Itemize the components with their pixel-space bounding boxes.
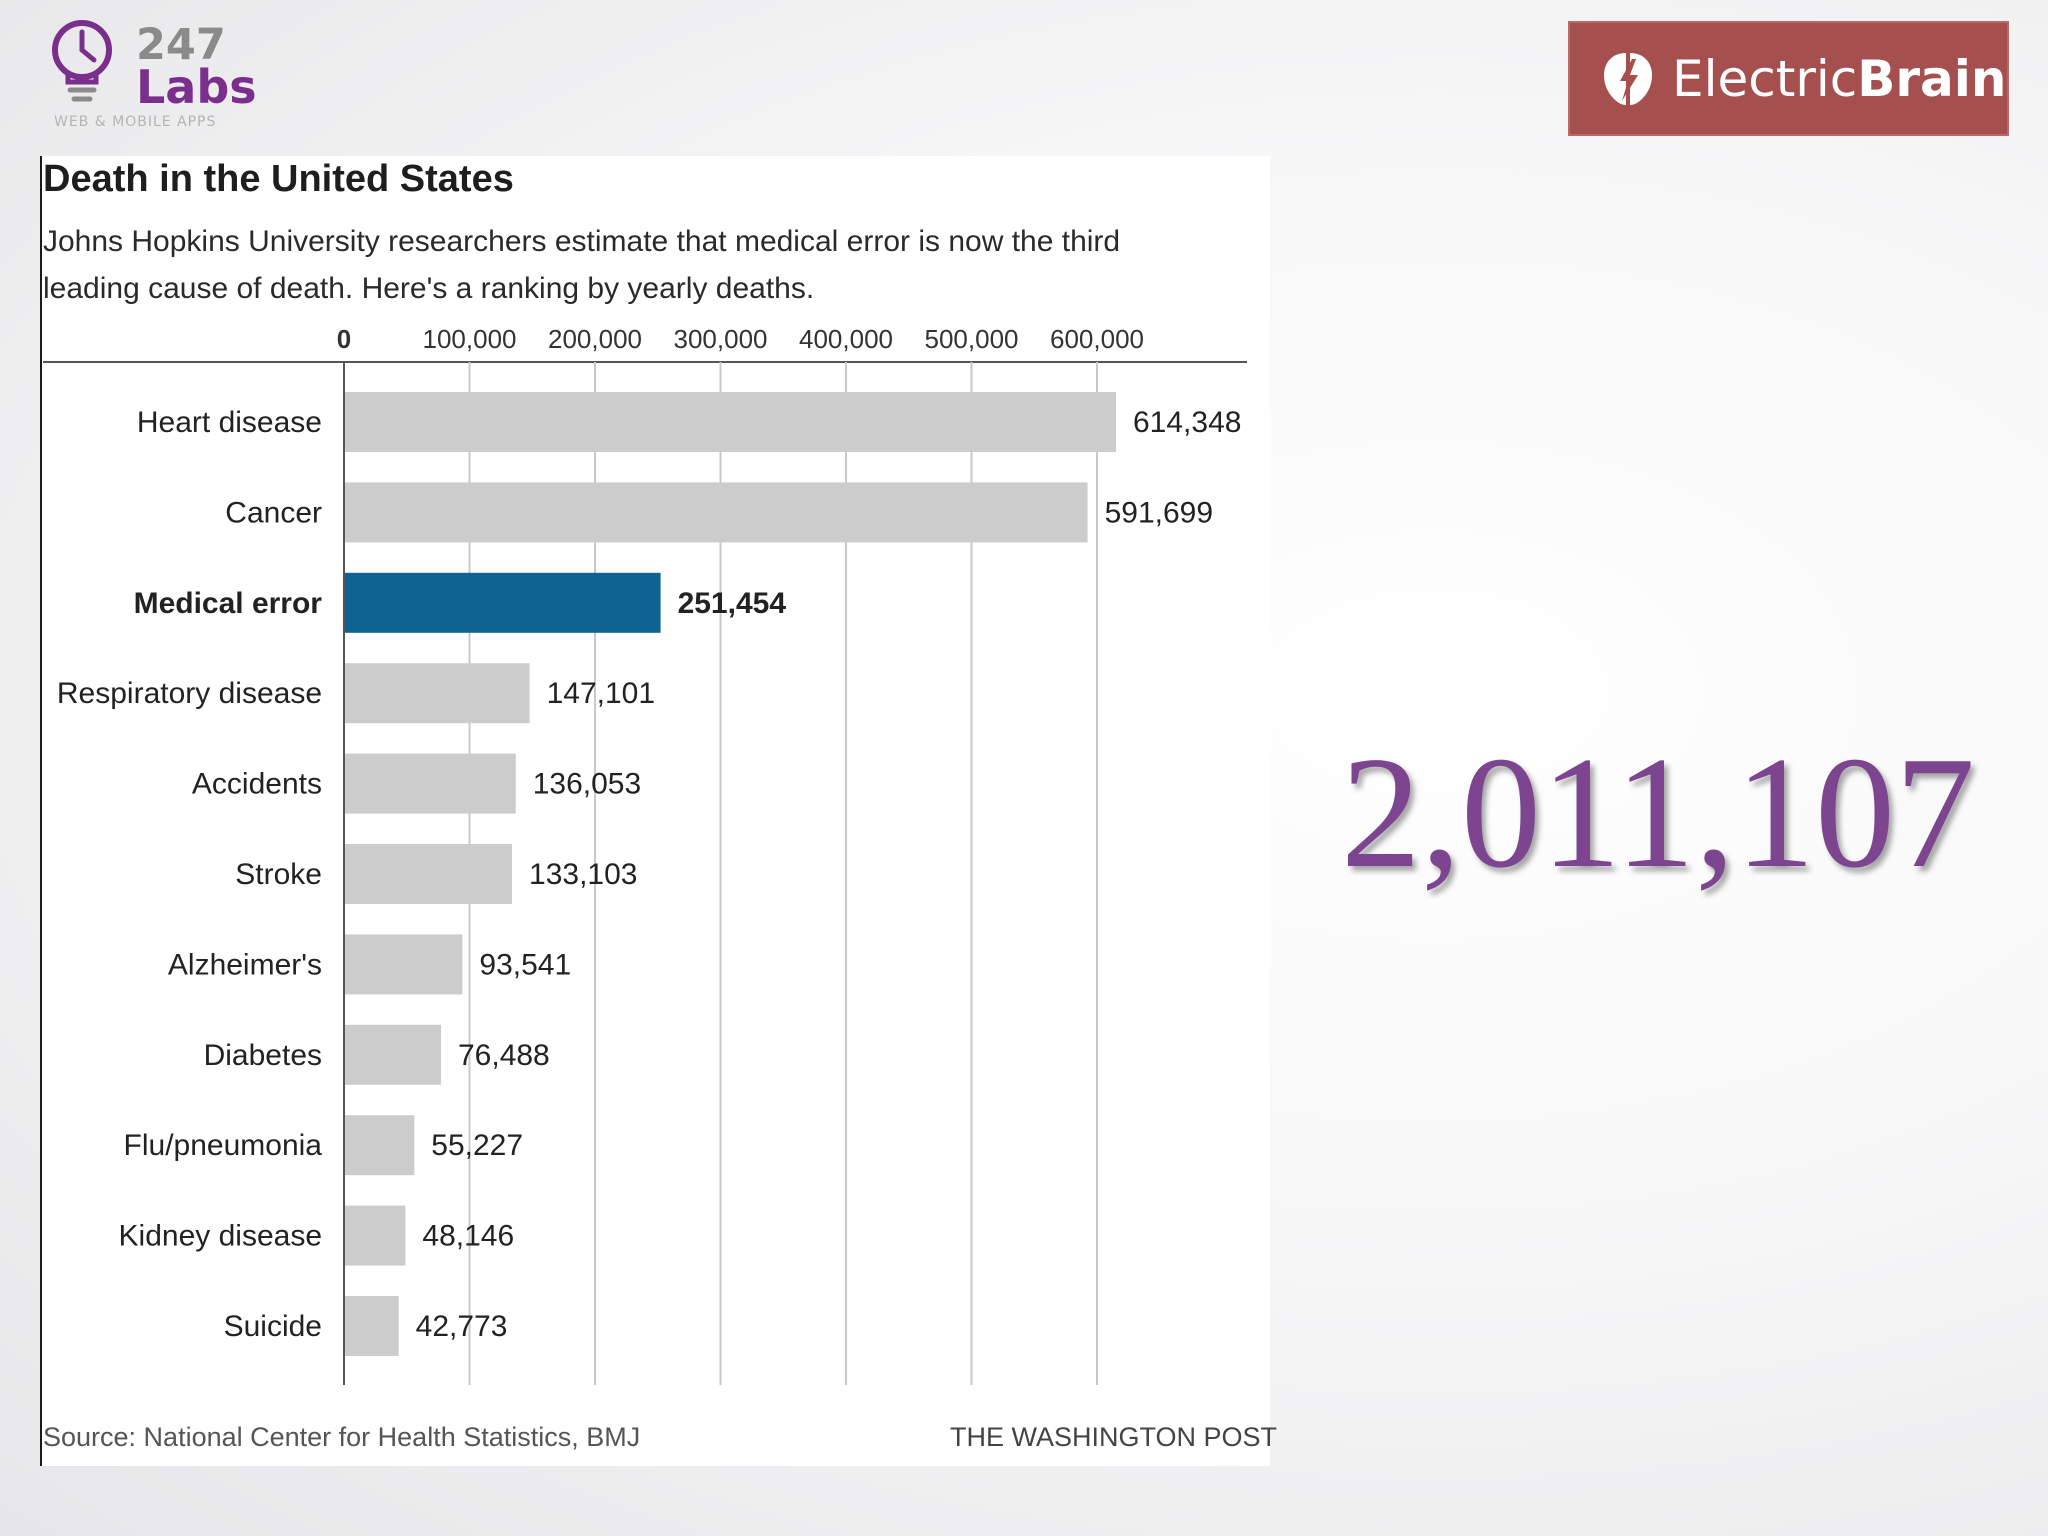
category-label: Flu/pneumonia (124, 1129, 323, 1162)
category-label: Diabetes (204, 1039, 322, 1072)
value-label: 48,146 (422, 1220, 514, 1253)
bar (345, 753, 516, 814)
category-label: Accidents (192, 768, 322, 801)
chart-subtitle-line-1: Johns Hopkins University researchers est… (43, 225, 1121, 258)
labs-number: 247 (136, 20, 226, 70)
x-tick-label: 500,000 (925, 324, 1019, 354)
bar (345, 1115, 415, 1176)
bar (345, 482, 1088, 543)
lightbulb-clock-icon (52, 20, 112, 102)
labs-word: Labs (136, 60, 257, 114)
value-label: 93,541 (479, 948, 571, 981)
total-deaths-figure: 2,011,107 (1340, 723, 1976, 901)
bar (345, 1205, 406, 1266)
electricbrain-wordmark: ElectricBrain (1672, 50, 2007, 108)
labs-logo: 247 Labs WEB & MOBILE APPS (46, 18, 266, 136)
category-label: Suicide (224, 1310, 322, 1343)
bar (345, 844, 513, 904)
x-tick-label: 0 (337, 324, 351, 354)
x-tick-label: 600,000 (1050, 324, 1144, 354)
value-label: 614,348 (1133, 406, 1241, 439)
value-label: 76,488 (458, 1039, 550, 1072)
value-label: 591,699 (1105, 496, 1213, 529)
category-label: Alzheimer's (168, 948, 322, 981)
value-label: 251,454 (678, 587, 787, 620)
category-label: Respiratory disease (57, 677, 322, 710)
brain-bolt-icon (1604, 52, 1652, 105)
bar (345, 1296, 399, 1356)
chart-source: Source: National Center for Health Stati… (43, 1422, 641, 1452)
category-label: Stroke (235, 858, 322, 891)
bar (345, 392, 1117, 452)
x-tick-label: 400,000 (799, 324, 893, 354)
panel-left-rule (40, 156, 42, 1466)
category-label: Medical error (134, 587, 323, 620)
bar-highlight (345, 572, 661, 633)
electricbrain-word-2: Brain (1857, 49, 2007, 108)
chart-credit: THE WASHINGTON POST (950, 1422, 1278, 1452)
value-label: 147,101 (547, 677, 655, 710)
value-label: 136,053 (533, 768, 641, 801)
x-tick-label: 200,000 (548, 324, 642, 354)
labs-tagline: WEB & MOBILE APPS (54, 114, 217, 130)
bar (345, 1024, 441, 1085)
x-tick-label: 100,000 (423, 324, 517, 354)
chart-title: Death in the United States (43, 158, 514, 200)
category-label: Kidney disease (119, 1220, 322, 1253)
value-label: 133,103 (529, 858, 637, 891)
bar (345, 934, 463, 995)
chart-panel (40, 156, 1270, 1466)
value-label: 42,773 (416, 1310, 508, 1343)
bar (345, 663, 530, 724)
x-tick-label: 300,000 (674, 324, 768, 354)
chart-subtitle-line-2: leading cause of death. Here's a ranking… (43, 272, 815, 305)
category-label: Cancer (225, 496, 322, 529)
electricbrain-logo: ElectricBrain (1568, 21, 2009, 136)
electricbrain-word-1: Electric (1672, 49, 1858, 108)
category-label: Heart disease (137, 406, 322, 439)
value-label: 55,227 (431, 1129, 523, 1162)
chart-subtitle: Johns Hopkins University researchers est… (43, 218, 1243, 312)
